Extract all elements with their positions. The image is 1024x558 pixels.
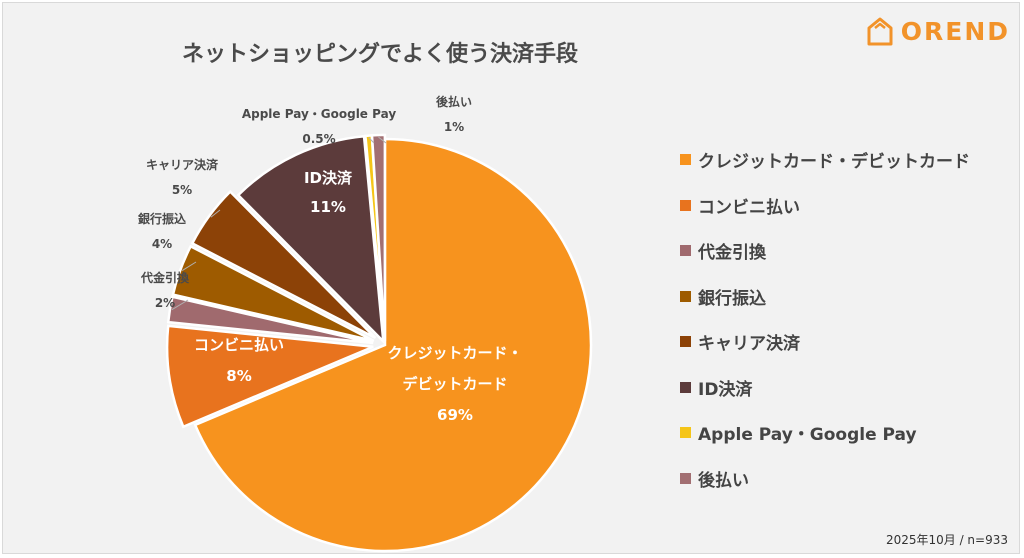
leader-line <box>171 299 189 311</box>
survey-note: 2025年10月 / n=933 <box>885 533 1008 547</box>
leader-line <box>378 136 387 144</box>
legend-label: キャリア決済 <box>698 334 800 355</box>
chart-legend: クレジットカード・デビットカード コンビニ払い 代金引換銀行振込キャリア決済 ID決済… <box>680 137 970 501</box>
legend-label: Apple Pay・Google Pay <box>698 425 917 446</box>
legend-item: 後払い <box>680 456 970 502</box>
legend-item: 銀行振込 <box>680 274 970 320</box>
legend-label: コンビニ払い <box>698 197 800 218</box>
pie-slice <box>171 244 375 343</box>
orend-logo: OREND <box>865 14 1010 48</box>
slice-label: 8% <box>226 367 251 385</box>
slice-value: 0.5% <box>302 132 335 146</box>
pie-slice <box>190 189 377 340</box>
legend-item: クレジットカード・デビットカード <box>680 137 970 183</box>
legend-swatch <box>680 472 691 484</box>
legend-swatch <box>680 290 691 302</box>
pie-slice <box>165 324 374 429</box>
legend-item: 代金引換 <box>680 228 970 274</box>
legend-swatch <box>680 336 691 348</box>
legend-swatch <box>680 154 691 166</box>
pie-slice <box>370 133 387 342</box>
legend-swatch <box>680 381 691 393</box>
leader-line <box>210 209 221 218</box>
legend-label: クレジットカード・デビットカード <box>698 152 970 173</box>
pie-slice <box>193 137 593 553</box>
slice-label: Apple Pay・Google Pay <box>242 107 396 121</box>
slice-value: 4% <box>152 237 172 251</box>
slice-value: 2% <box>155 296 175 310</box>
legend-item: ID決済 <box>680 365 970 411</box>
slice-value: 1% <box>444 120 464 134</box>
slice-label: ID決済 <box>304 169 353 187</box>
legend-item: キャリア決済 <box>680 319 970 365</box>
slice-label: 69% <box>437 406 473 424</box>
legend-label: 代金引換 <box>698 243 766 264</box>
house-icon <box>867 17 893 46</box>
pie-slice <box>166 295 374 345</box>
legend-item: Apple Pay・Google Pay <box>680 410 970 456</box>
slice-label: 後払い <box>436 94 472 109</box>
legend-label: ID決済 <box>698 379 753 400</box>
logo-text: OREND <box>900 16 1010 46</box>
slice-label: 11% <box>310 198 346 216</box>
legend-item: コンビニ払い <box>680 183 970 229</box>
legend-swatch <box>680 199 691 211</box>
slice-label: 代金引換 <box>140 270 190 285</box>
leader-line <box>368 137 375 144</box>
legend-label: 後払い <box>698 470 749 491</box>
legend-swatch <box>680 245 691 257</box>
slice-label: コンビニ払い <box>194 336 284 354</box>
slice-value: 5% <box>172 183 192 197</box>
legend-swatch <box>680 427 691 439</box>
pie-slice <box>236 134 385 345</box>
slice-label: デビットカード <box>402 375 507 393</box>
chart-title: ネットショッピングでよく使う決済手段 <box>181 42 578 67</box>
slice-label: 銀行振込 <box>137 211 186 226</box>
legend-label: 銀行振込 <box>698 288 766 309</box>
slice-label: クレジットカード・ <box>387 344 522 362</box>
leader-line <box>181 261 197 272</box>
slice-label: キャリア決済 <box>146 157 219 172</box>
